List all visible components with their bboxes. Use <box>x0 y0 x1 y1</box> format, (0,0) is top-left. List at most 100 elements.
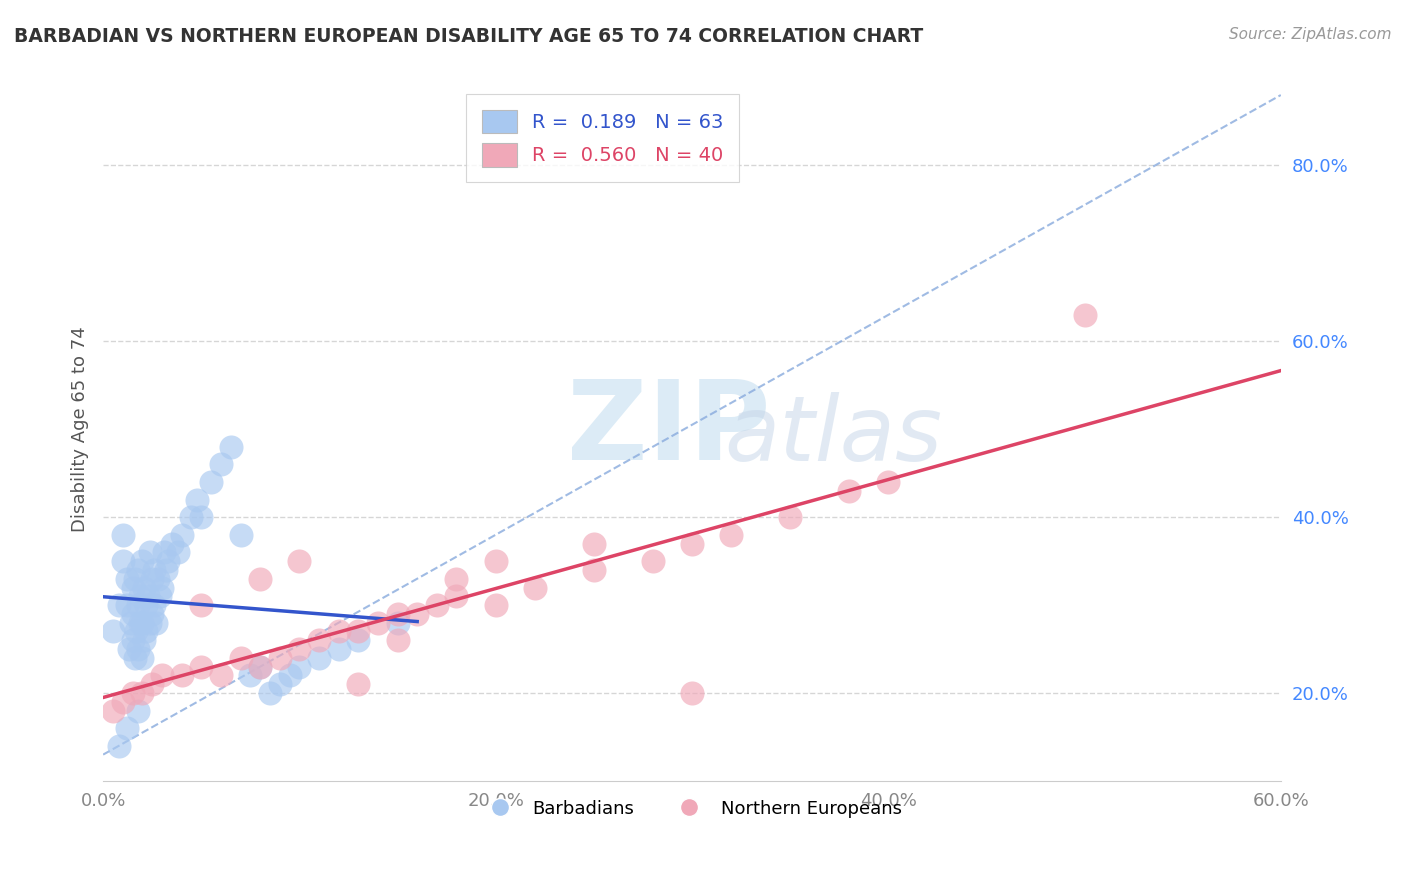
Point <box>1073 308 1095 322</box>
Point <box>146 572 169 586</box>
Legend: Barbadians, Northern Europeans: Barbadians, Northern Europeans <box>475 792 910 825</box>
Point <box>288 642 311 657</box>
Point <box>111 527 134 541</box>
Point <box>186 492 208 507</box>
Point <box>108 739 131 753</box>
Point <box>190 510 212 524</box>
Point <box>143 563 166 577</box>
Point <box>108 598 131 612</box>
Point <box>166 545 188 559</box>
Point <box>124 651 146 665</box>
Point <box>328 624 350 639</box>
Point <box>681 536 703 550</box>
Point <box>278 668 301 682</box>
Point <box>485 598 508 612</box>
Point <box>129 615 152 630</box>
Point <box>387 607 409 621</box>
Point <box>139 615 162 630</box>
Point <box>219 440 242 454</box>
Point <box>170 527 193 541</box>
Point <box>145 615 167 630</box>
Point <box>269 651 291 665</box>
Point <box>641 554 664 568</box>
Point <box>115 598 138 612</box>
Text: atlas: atlas <box>724 392 942 480</box>
Point <box>125 624 148 639</box>
Point <box>111 554 134 568</box>
Point <box>249 572 271 586</box>
Point <box>160 536 183 550</box>
Point <box>131 615 153 630</box>
Point <box>101 624 124 639</box>
Point <box>328 642 350 657</box>
Point <box>838 483 860 498</box>
Point <box>141 572 163 586</box>
Point <box>239 668 262 682</box>
Point <box>308 651 330 665</box>
Point <box>190 659 212 673</box>
Point <box>135 598 157 612</box>
Point <box>170 668 193 682</box>
Point <box>485 554 508 568</box>
Point <box>139 545 162 559</box>
Point <box>347 633 370 648</box>
Point <box>117 642 139 657</box>
Point <box>121 686 143 700</box>
Point <box>127 704 149 718</box>
Point <box>127 598 149 612</box>
Point <box>387 633 409 648</box>
Point <box>143 598 166 612</box>
Point <box>129 590 152 604</box>
Point <box>120 615 142 630</box>
Point <box>135 624 157 639</box>
Point <box>180 510 202 524</box>
Point <box>131 651 153 665</box>
Point <box>127 642 149 657</box>
Point <box>681 686 703 700</box>
Point <box>426 598 449 612</box>
Point <box>523 581 546 595</box>
Point <box>121 633 143 648</box>
Point <box>134 633 156 648</box>
Point <box>156 554 179 568</box>
Point <box>582 536 605 550</box>
Point <box>131 554 153 568</box>
Point <box>121 581 143 595</box>
Point <box>249 659 271 673</box>
Point <box>101 704 124 718</box>
Point <box>121 607 143 621</box>
Point <box>111 695 134 709</box>
Point <box>269 677 291 691</box>
Point <box>446 572 468 586</box>
Point <box>288 659 311 673</box>
Text: BARBADIAN VS NORTHERN EUROPEAN DISABILITY AGE 65 TO 74 CORRELATION CHART: BARBADIAN VS NORTHERN EUROPEAN DISABILIT… <box>14 27 924 45</box>
Point <box>149 590 172 604</box>
Point <box>779 510 801 524</box>
Point <box>229 527 252 541</box>
Point <box>406 607 429 621</box>
Point <box>259 686 281 700</box>
Text: ZIP: ZIP <box>567 376 770 483</box>
Point <box>582 563 605 577</box>
Point <box>153 545 176 559</box>
Point <box>134 581 156 595</box>
Point <box>877 475 900 489</box>
Point <box>190 598 212 612</box>
Point <box>131 686 153 700</box>
Point <box>155 563 177 577</box>
Point <box>136 590 159 604</box>
Point <box>720 527 742 541</box>
Point <box>249 659 271 673</box>
Point <box>141 677 163 691</box>
Point <box>209 458 232 472</box>
Point <box>124 572 146 586</box>
Point <box>150 581 173 595</box>
Point <box>141 607 163 621</box>
Text: Source: ZipAtlas.com: Source: ZipAtlas.com <box>1229 27 1392 42</box>
Point <box>150 668 173 682</box>
Point <box>115 572 138 586</box>
Point <box>200 475 222 489</box>
Point <box>229 651 252 665</box>
Point <box>347 677 370 691</box>
Point <box>446 590 468 604</box>
